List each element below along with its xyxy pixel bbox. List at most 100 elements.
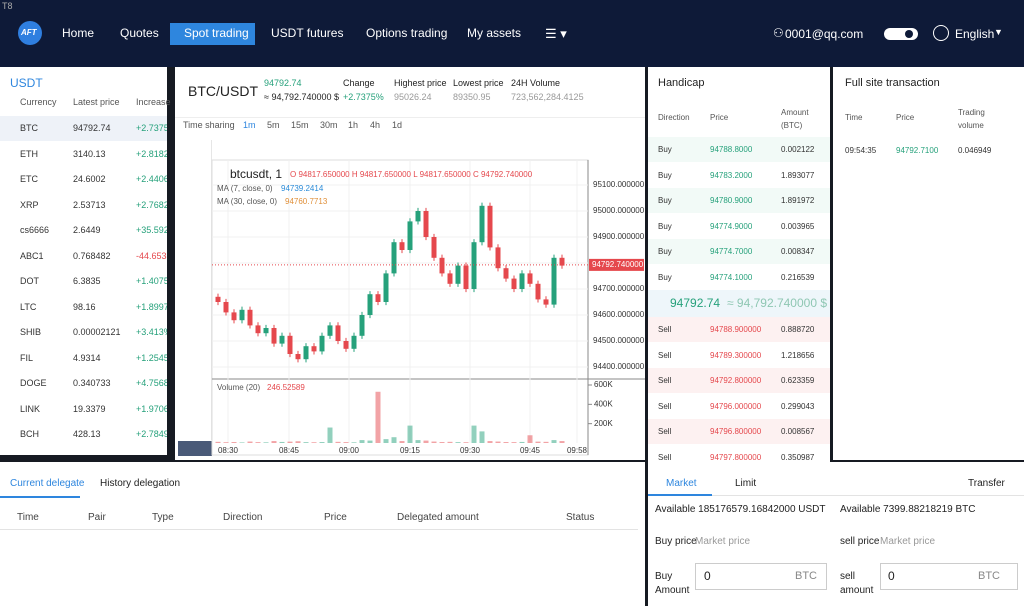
trade-tab[interactable]: Limit <box>735 478 757 489</box>
list-cell[interactable]: +2.4406% <box>136 174 167 184</box>
stat-label: Lowest price <box>453 78 504 88</box>
list-cell[interactable]: 428.13 <box>73 429 101 439</box>
list-cell[interactable]: 0.768482 <box>73 250 111 261</box>
list-cell[interactable]: FIL <box>20 352 34 363</box>
list-cell[interactable]: BTC <box>20 123 38 133</box>
nav-item[interactable]: USDT futures <box>271 26 344 40</box>
list-cell[interactable]: +2.7375% <box>136 123 167 133</box>
candle-body <box>327 325 333 336</box>
volume-bar <box>391 437 397 443</box>
vol-tick-label: 600K <box>594 380 613 389</box>
user-icon: ⚇ <box>773 26 784 40</box>
mid-approx: ≈ 94,792.740000 $ <box>727 296 828 310</box>
list-cell[interactable]: XRP <box>20 199 39 210</box>
volume-bar <box>471 425 477 443</box>
buy-cell: 1.891972 <box>781 196 815 205</box>
list-cell[interactable]: +2.7682% <box>136 199 167 210</box>
list-cell[interactable]: cs6666 <box>20 225 50 235</box>
language[interactable]: English <box>955 27 995 41</box>
list-cell[interactable]: DOGE <box>20 378 47 388</box>
volume-bar <box>535 441 541 443</box>
list-cell[interactable]: ABC1 <box>20 250 44 261</box>
candle-body <box>279 335 285 344</box>
interval[interactable]: 15m <box>291 120 309 130</box>
candle-body <box>495 247 501 269</box>
list-cell[interactable]: 0.340733 <box>73 378 111 388</box>
list-cell[interactable]: +1.8997% <box>136 301 167 312</box>
nav-item[interactable]: My assets <box>467 26 522 40</box>
list-cell[interactable]: ETC <box>20 174 38 184</box>
fs-cell: 09:54:35 <box>845 146 877 155</box>
sell-row-bg <box>648 368 830 393</box>
list-cell[interactable]: 94792.74 <box>73 123 111 133</box>
sell-cell: 0.350987 <box>781 452 815 462</box>
sell-amount-input[interactable] <box>880 563 1018 590</box>
list-cell[interactable]: 2.6449 <box>73 225 101 235</box>
fs-cell: 0.046949 <box>958 146 992 155</box>
buy-cell: 94780.9000 <box>710 196 753 205</box>
list-cell[interactable]: 6.3835 <box>73 276 101 286</box>
list-cell[interactable]: +1.2545% <box>136 352 167 363</box>
list-cell[interactable]: BCH <box>20 429 40 439</box>
list-cell[interactable]: DOT <box>20 276 39 286</box>
list-cell[interactable]: 3140.13 <box>73 148 106 159</box>
buy-cell: Buy <box>658 145 672 154</box>
candle-body <box>335 325 341 341</box>
sell-cell: 0.888720 <box>781 325 815 334</box>
user-email[interactable]: 0001@qq.com <box>785 27 864 41</box>
interval[interactable]: 1d <box>392 120 403 130</box>
input-value[interactable]: 0 <box>888 569 895 583</box>
trade-tab[interactable]: Transfer <box>968 478 1005 489</box>
interval[interactable]: 1m <box>243 120 256 130</box>
interval[interactable]: 1h <box>348 120 359 130</box>
interval[interactable]: 5m <box>267 120 280 130</box>
candle-body <box>383 273 389 302</box>
list-cell[interactable]: +2.8182% <box>136 148 167 159</box>
buy-amount-input[interactable] <box>695 563 827 590</box>
buy-cell: Buy <box>658 272 672 282</box>
nav-item[interactable]: Spot trading <box>184 26 249 40</box>
list-cell[interactable]: -44.6538% <box>136 250 167 261</box>
list-cell[interactable]: 0.00002121 <box>73 327 121 337</box>
nav-item[interactable]: Options trading <box>366 26 448 40</box>
list-cell[interactable]: 19.3379 <box>73 403 106 414</box>
fs-header: Trading volume <box>958 108 985 130</box>
list-cell[interactable]: +1.9706% <box>136 403 167 414</box>
menu-icon[interactable]: ☰ ▾ <box>545 26 567 41</box>
sell-cell: 0.008567 <box>781 427 815 436</box>
delegate-tab[interactable]: Current delegate <box>10 478 85 489</box>
list-cell[interactable]: 98.16 <box>73 301 96 312</box>
placeholder[interactable]: Market price <box>695 536 751 547</box>
volume-bar <box>519 441 525 443</box>
list-cell[interactable]: 4.9314 <box>73 352 101 363</box>
list-cell[interactable]: 24.6002 <box>73 174 106 184</box>
list-cell[interactable]: +35.5921% <box>136 225 167 235</box>
volume-bar <box>383 439 389 443</box>
interval[interactable]: 4h <box>370 120 381 130</box>
list-cell[interactable]: SHIB <box>20 327 42 337</box>
list-cell[interactable]: +4.7568% <box>136 378 167 388</box>
placeholder[interactable]: Market price <box>880 536 936 547</box>
list-cell[interactable]: +3.413% <box>136 327 167 337</box>
trade-tab[interactable]: Market <box>666 478 697 489</box>
list-cell[interactable]: +2.7849% <box>136 429 167 439</box>
list-cell[interactable]: +1.4075% <box>136 276 167 286</box>
nav-item[interactable]: Quotes <box>120 26 159 40</box>
volume-bar <box>319 442 325 443</box>
list-cell[interactable]: ETH <box>20 148 38 159</box>
time-label: 09:00 <box>339 446 360 455</box>
globe <box>933 25 949 41</box>
input-value[interactable]: 0 <box>704 569 711 583</box>
volume-bar <box>479 431 485 443</box>
list-cell[interactable]: LTC <box>20 301 37 312</box>
list-cell[interactable]: LINK <box>20 403 41 414</box>
buy-cell: Buy <box>658 196 672 205</box>
list-cell[interactable]: 2.53713 <box>73 199 106 210</box>
nav-item[interactable]: Home <box>62 26 95 40</box>
toolbar-toggle[interactable] <box>178 441 212 456</box>
interval[interactable]: 30m <box>320 120 338 130</box>
sell-row-bg <box>648 419 830 444</box>
volume-bar <box>423 440 429 443</box>
delegate-tab[interactable]: History delegation <box>100 478 181 489</box>
interval[interactable]: Time sharing <box>183 120 235 130</box>
